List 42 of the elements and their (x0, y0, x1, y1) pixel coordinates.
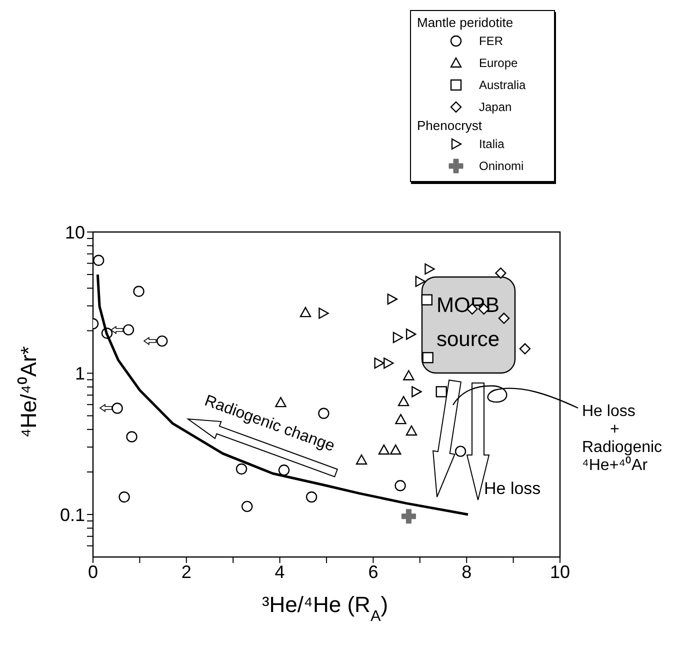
point (422, 352, 434, 364)
text: Phenocryst (417, 118, 484, 133)
point (412, 386, 422, 398)
point (395, 414, 406, 424)
y-tick-label: 1 (74, 364, 85, 384)
point (390, 444, 402, 455)
legend-label: Europe (479, 56, 518, 70)
x-tick-label: 2 (181, 562, 192, 582)
x-tick-label: 10 (550, 562, 570, 582)
point (384, 357, 394, 369)
point (406, 328, 416, 340)
legend-label: Australia (479, 78, 526, 92)
point (424, 263, 435, 275)
point (356, 454, 368, 465)
point (378, 444, 390, 455)
x-tick-label: 6 (368, 562, 378, 582)
point (406, 425, 418, 436)
x-axis-title: ³He/⁴He (R$_{A}$) (262, 592, 388, 624)
point (392, 332, 404, 344)
point (415, 276, 426, 287)
point (498, 312, 510, 324)
point (300, 306, 312, 318)
legend-label: Italia (479, 137, 504, 151)
y-tick-label: 10 (64, 222, 85, 242)
point (403, 370, 414, 380)
y-tick-label: 0.1 (60, 504, 85, 525)
x-tick-label: 4 (274, 562, 285, 582)
text: He loss + Radiogenic ⁴He+⁴⁰Ar (582, 403, 662, 474)
point (318, 308, 329, 319)
point (374, 357, 384, 369)
point (401, 509, 416, 524)
point (398, 396, 410, 406)
legend-title: Mantle peridotite (417, 15, 514, 30)
x-tick-label: 8 (462, 562, 472, 582)
y-axis-title: ⁴He/⁴⁰Ar* (16, 346, 41, 438)
legend-label: Oninomi (479, 159, 524, 173)
point (421, 294, 433, 306)
x-tick-label: 0 (88, 562, 98, 582)
annotation: He loss (484, 479, 541, 498)
point (387, 293, 398, 305)
legend-label: FER (479, 34, 503, 48)
legend-label: Japan (479, 100, 512, 114)
